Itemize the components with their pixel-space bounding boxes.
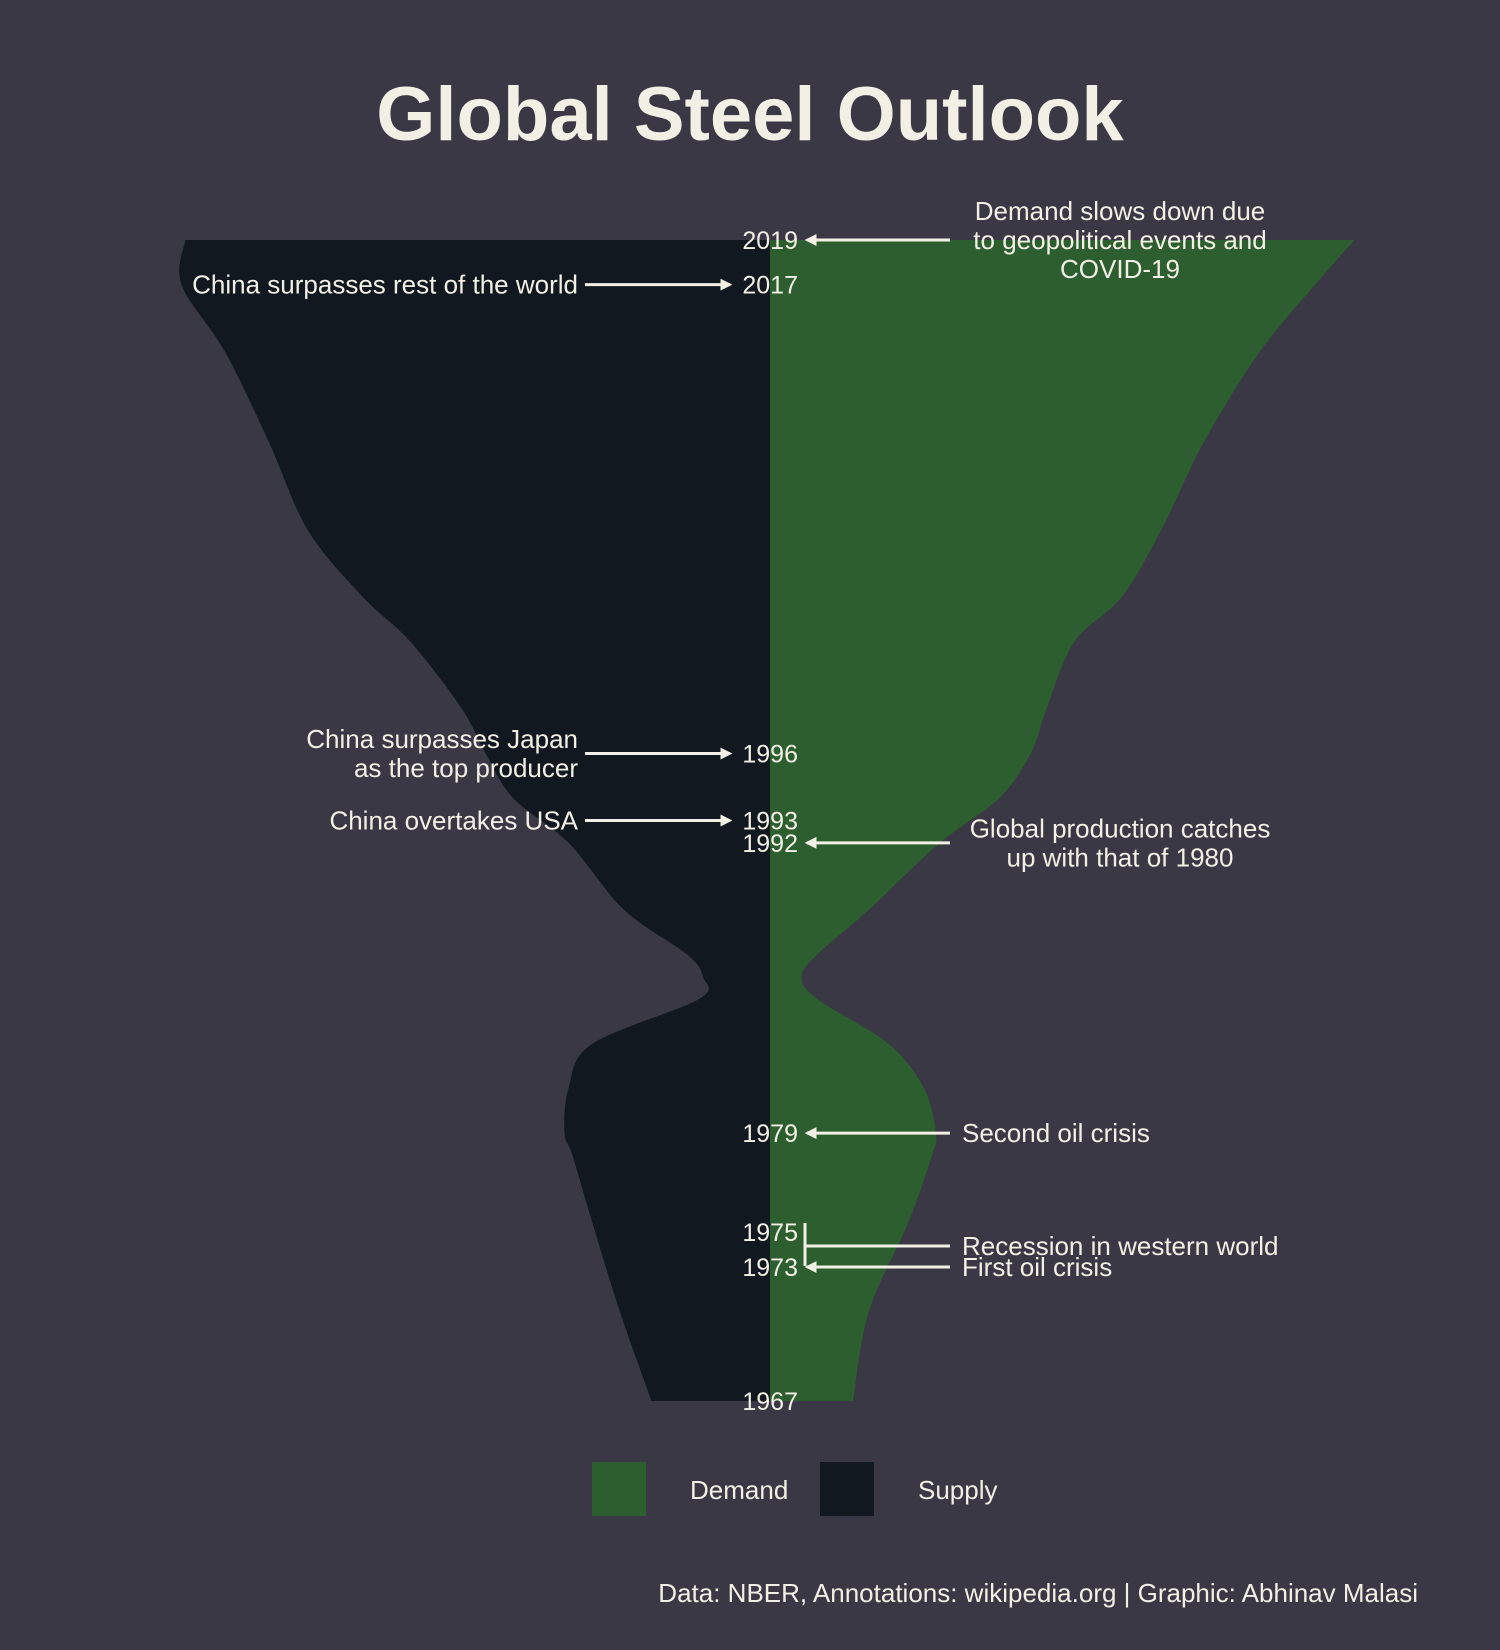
legend-swatch-supply — [820, 1462, 874, 1516]
year-label-1979: 1979 — [742, 1120, 798, 1148]
annotation-text-1979-0: Second oil crisis — [962, 1118, 1150, 1148]
year-label-2019: 2019 — [742, 227, 798, 255]
year-label-1967: 1967 — [742, 1388, 798, 1416]
area-layer — [179, 240, 1355, 1401]
annotation-text-1992-1: up with that of 1980 — [1007, 842, 1234, 872]
annotation-2017: China surpasses rest of the world — [192, 270, 733, 300]
year-label-1996: 1996 — [742, 741, 798, 769]
year-label-1993: 1993 — [742, 808, 798, 836]
annotation-text-1973-0: First oil crisis — [962, 1252, 1112, 1282]
annotation-text-1975-0: Recession in western world — [962, 1231, 1278, 1261]
annotation-text-2019-0: Demand slows down due — [975, 196, 1266, 226]
legend-swatch-demand — [592, 1462, 646, 1516]
annotation-text-2019-1: to geopolitical events and — [973, 225, 1266, 255]
annotation-text-1996-1: as the top producer — [354, 753, 578, 783]
annotation-1979: Second oil crisis — [804, 1118, 1150, 1148]
annotation-text-1992-0: Global production catches — [970, 813, 1271, 843]
legend-label-demand: Demand — [690, 1475, 788, 1505]
annotation-1993: China overtakes USA — [329, 806, 733, 836]
year-label-1973: 1973 — [742, 1254, 798, 1282]
year-label-1975: 1975 — [742, 1219, 798, 1247]
annotation-text-2017-0: China surpasses rest of the world — [192, 270, 578, 300]
year-label-1992: 1992 — [742, 830, 798, 858]
annotation-1973: First oil crisis — [804, 1252, 1112, 1282]
legend: Demand Supply — [592, 1462, 998, 1516]
annotation-1975: Recession in western world — [803, 1223, 1278, 1266]
annotation-text-2019-2: COVID-19 — [1060, 254, 1180, 284]
demand-area — [770, 240, 1355, 1401]
annotation-text-1996-0: China surpasses Japan — [306, 724, 578, 754]
year-label-2017: 2017 — [742, 272, 798, 300]
annotation-text-1993-0: China overtakes USA — [329, 806, 578, 836]
source-caption: Data: NBER, Annotations: wikipedia.org |… — [658, 1578, 1418, 1608]
legend-label-supply: Supply — [918, 1475, 998, 1505]
supply-area — [179, 240, 770, 1401]
chart-title: Global Steel Outlook — [376, 72, 1124, 157]
